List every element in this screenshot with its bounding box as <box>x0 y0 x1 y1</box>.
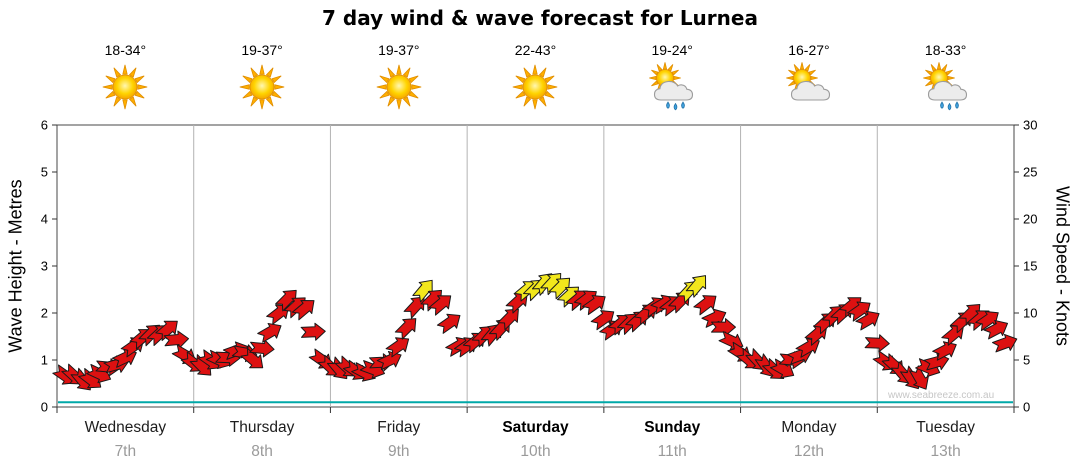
wave-axis-tick-label: 3 <box>41 259 48 274</box>
wave-axis-tick-label: 6 <box>41 118 48 133</box>
sun-cloud-icon <box>786 62 830 101</box>
sun-cloud-rain-icon <box>649 62 694 111</box>
temperature-range: 19-37° <box>241 42 283 58</box>
sun-rays <box>376 64 422 110</box>
sun-cloud-rain-icon-cell <box>877 62 1014 117</box>
day-label: Wednesday <box>84 419 167 436</box>
watermark: www.seabreeze.com.au <box>888 390 995 401</box>
sun-disc <box>249 74 275 100</box>
left-axis-label: Wave Height - Metres <box>5 179 26 353</box>
temperature-range: 18-34° <box>104 42 147 58</box>
wind-arrow <box>855 310 880 331</box>
wind-arrow <box>394 318 417 340</box>
cloud-shape <box>654 80 694 101</box>
wave-axis-tick-label: 2 <box>41 306 48 321</box>
sun-disc <box>523 74 548 100</box>
wave-axis-tick-label: 5 <box>41 165 48 180</box>
wind-arrow <box>291 300 315 321</box>
rain-drops <box>939 101 959 111</box>
temperature-range: 18-33° <box>924 42 967 58</box>
sunny-icon-cell <box>467 62 604 117</box>
sun-rays <box>239 64 285 110</box>
wind-arrow <box>300 322 326 341</box>
wind-arrow <box>257 322 282 343</box>
sunny-icon-cell <box>194 62 331 117</box>
wind-arrow <box>685 275 707 298</box>
date-label: 13th <box>930 443 961 460</box>
wind-arrow <box>403 296 425 319</box>
date-label: 12th <box>793 443 824 460</box>
day-label: Saturday <box>502 419 569 436</box>
sun-disc <box>386 74 412 100</box>
wind-arrow <box>428 295 452 316</box>
temperature-range: 22-43° <box>514 42 557 58</box>
wave-axis-tick-label: 1 <box>41 353 48 368</box>
sunny-icon <box>239 64 285 110</box>
temperature-range: 16-27° <box>788 42 830 58</box>
sun-cloud-rain-icon-cell <box>604 62 741 117</box>
wave-axis-tick-label: 4 <box>41 212 48 227</box>
day-label: Thursday <box>229 419 295 436</box>
wind-arrow <box>376 350 402 371</box>
date-label: 10th <box>520 443 551 460</box>
wind-arrow <box>436 313 461 334</box>
sunny-icon-cell <box>57 62 194 117</box>
cloud-shape <box>927 80 967 101</box>
wind-axis-tick-label: 5 <box>1023 353 1030 368</box>
sun-cloud-rain-icon <box>922 62 967 111</box>
date-label: 8th <box>251 443 273 460</box>
sun-rays <box>513 64 558 110</box>
sunny-icon <box>376 64 422 110</box>
wind-arrow <box>497 308 519 331</box>
page-title: 7 day wind & wave forecast for Lurnea <box>322 6 758 30</box>
wind-axis-tick-label: 25 <box>1023 165 1037 180</box>
sun-rays <box>103 64 148 110</box>
temperature-range: 19-24° <box>651 42 693 58</box>
rain-drops <box>666 101 686 111</box>
wind-axis-tick-label: 20 <box>1023 212 1037 227</box>
wind-arrow <box>249 339 275 358</box>
sunny-icon <box>513 64 558 110</box>
day-label: Sunday <box>644 419 701 436</box>
wind-axis-tick-label: 30 <box>1023 118 1037 133</box>
date-label: 9th <box>387 443 410 460</box>
cloud-shape <box>790 80 830 101</box>
sunny-icon <box>103 64 148 110</box>
wind-arrow <box>582 294 606 316</box>
wind-axis-tick-label: 15 <box>1023 259 1037 274</box>
sun-cloud-icon-cell <box>741 62 878 117</box>
date-label: 11th <box>657 443 687 460</box>
wave-axis-tick-label: 0 <box>41 400 48 415</box>
wind-arrow <box>385 337 410 358</box>
wind-arrow <box>155 320 178 342</box>
wind-arrow <box>992 333 1018 353</box>
sun-disc <box>112 74 138 100</box>
day-label: Tuesday <box>916 419 976 436</box>
date-label: 7th <box>114 443 137 460</box>
day-label: Friday <box>377 419 421 436</box>
sunny-icon-cell <box>330 62 467 117</box>
day-label: Monday <box>781 419 837 436</box>
wind-axis-tick-label: 0 <box>1023 400 1030 415</box>
wind-axis-tick-label: 10 <box>1023 306 1037 321</box>
right-axis-label: Wind Speed - Knots <box>1052 185 1073 347</box>
wind-arrow <box>909 365 929 390</box>
wind-arrow <box>983 319 1009 340</box>
wind-arrow <box>240 347 264 369</box>
wind-arrow <box>932 341 957 361</box>
temperature-range: 19-37° <box>378 42 420 58</box>
